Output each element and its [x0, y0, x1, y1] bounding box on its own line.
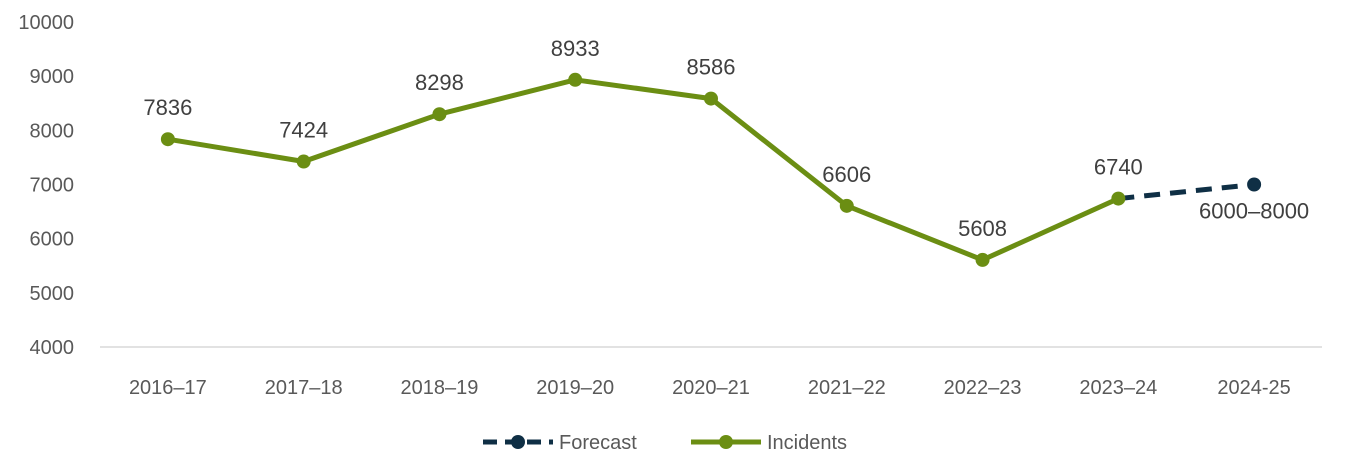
- incidents-series-line: [165, 77, 1121, 263]
- incidents-data-label: 7424: [279, 118, 328, 143]
- incidents-data-label: 6740: [1094, 155, 1143, 180]
- x-tick-label: 2019–20: [536, 377, 614, 399]
- forecast-series-line: [1118, 182, 1255, 202]
- x-axis: 2016–17 2017–18 2018–19 2019–20 2020–21 2021–…: [129, 377, 1291, 399]
- x-tick-label: 2021–22: [808, 377, 886, 399]
- y-axis: 4000 5000 6000 7000 8000 9000 10000: [18, 12, 74, 359]
- incidents-point: [432, 107, 447, 122]
- incidents-data-label: 8586: [687, 55, 736, 80]
- y-tick-label: 9000: [30, 66, 75, 88]
- y-tick-label: 7000: [30, 175, 75, 197]
- incidents-point: [568, 72, 583, 87]
- incidents-data-label: 6606: [822, 162, 871, 187]
- y-tick-label: 10000: [18, 12, 74, 34]
- forecast-legend-label: Forecast: [559, 432, 637, 454]
- incidents-data-label: 5608: [958, 216, 1007, 241]
- x-tick-label: 2022–23: [944, 377, 1022, 399]
- incidents-point: [296, 154, 311, 169]
- x-tick-label: 2023–24: [1079, 377, 1157, 399]
- incidents-data-label: 8933: [551, 36, 600, 61]
- series-layer: [160, 72, 1262, 267]
- y-tick-label: 4000: [30, 337, 75, 359]
- x-tick-label: 2016–17: [129, 377, 207, 399]
- forecast-point: [1247, 177, 1262, 192]
- x-tick-label: 2024-25: [1217, 377, 1290, 399]
- y-tick-label: 8000: [30, 120, 75, 142]
- x-tick-label: 2017–18: [265, 377, 343, 399]
- x-tick-label: 2020–21: [672, 377, 750, 399]
- y-tick-label: 6000: [30, 229, 75, 251]
- legend: Forecast Incidents: [483, 432, 847, 454]
- incidents-legend-marker: [719, 435, 733, 449]
- forecast-data-label: 6000–8000: [1199, 199, 1309, 224]
- x-tick-label: 2018–19: [401, 377, 479, 399]
- incidents-point: [975, 252, 990, 267]
- forecast-legend-swatch: [483, 435, 553, 449]
- forecast-legend-marker: [511, 435, 525, 449]
- incidents-legend-swatch: [691, 435, 761, 449]
- y-tick-label: 5000: [30, 283, 75, 305]
- incidents-point: [839, 198, 854, 213]
- incidents-point: [704, 91, 718, 106]
- incidents-point: [160, 132, 175, 147]
- incidents-data-label: 7836: [143, 95, 192, 120]
- incidents-data-label: 8298: [415, 70, 464, 95]
- data-labels: 6000–8000 7836 7424 8298 8933 8586 6606 5608 674…: [143, 36, 1309, 241]
- incidents-legend-label: Incidents: [767, 432, 847, 454]
- incidents-point: [1111, 191, 1126, 206]
